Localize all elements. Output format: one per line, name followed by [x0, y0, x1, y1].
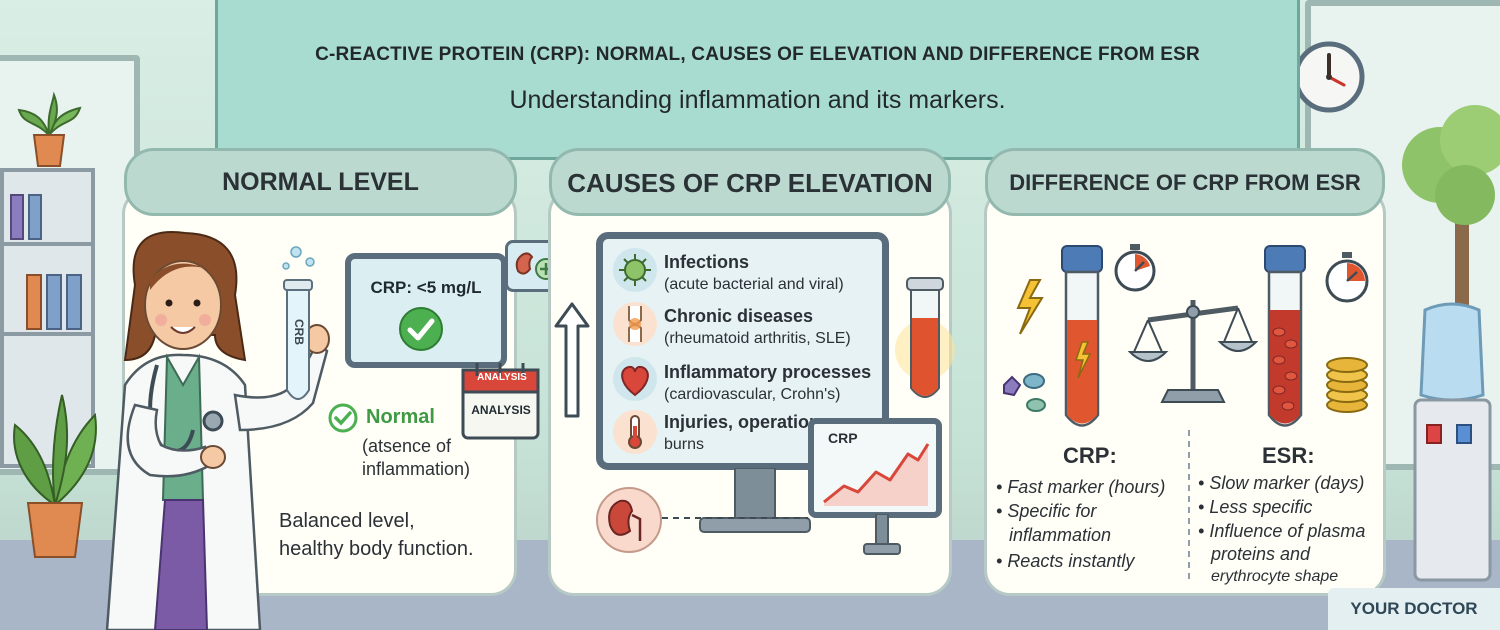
tube-label: CRB — [292, 319, 306, 345]
normal-status-detail-2: inflammation) — [362, 459, 471, 479]
esr-point-text: Slow marker (days) — [1209, 473, 1365, 493]
crp-trend-chart — [823, 443, 930, 506]
binder — [10, 194, 24, 240]
crp-point-1: • Fast marker (hours) — [996, 477, 1166, 497]
water-cooler-icon — [1413, 302, 1492, 582]
crp-point-2-cont: inflammation — [1009, 525, 1112, 545]
page-subtitle: Understanding inflammation and its marke… — [509, 86, 1006, 114]
binder — [66, 274, 82, 330]
dashed-connector — [662, 517, 808, 519]
esr-point-text: Influence of plasma — [1209, 521, 1366, 541]
header-board — [215, 0, 1300, 160]
cause-detail: (acute bacterial and viral) — [664, 276, 844, 293]
crp-point-text: Reacts instantly — [1007, 551, 1135, 571]
esr-point-text: Less specific — [1209, 497, 1313, 517]
calendar-icon — [461, 363, 540, 440]
tree-icon — [1402, 105, 1500, 315]
esr-point-3: • Influence of plasma — [1198, 521, 1366, 541]
test-tube-icon — [282, 246, 315, 400]
virus-icon — [613, 248, 657, 292]
normal-summary-2: healthy body function. — [279, 538, 474, 560]
esr-column-title: ESR: — [1262, 443, 1315, 468]
cause-title: Inflammatory processes — [664, 362, 872, 382]
arrow-up-icon — [554, 302, 590, 418]
potted-plant-icon — [17, 91, 82, 167]
normal-status-label: Normal — [366, 406, 435, 428]
crp-point-text: Specific for — [1007, 501, 1097, 521]
check-circle-icon — [399, 307, 443, 351]
page-title: C-REACTIVE PROTEIN (CRP): NORMAL, CAUSES… — [315, 44, 1200, 65]
binder — [26, 274, 42, 330]
cause-title: Injuries, operations — [664, 412, 831, 432]
esr-point-2: • Less specific — [1198, 497, 1313, 517]
panel-normal-heading: NORMAL LEVEL — [124, 148, 517, 216]
crp-point-text: Fast marker (hours) — [1007, 477, 1166, 497]
joint-icon — [613, 302, 657, 346]
esr-point-3-cont-1: proteins and — [1211, 544, 1311, 564]
kidney-circle-icon — [596, 487, 662, 553]
esr-point-3-cont-2: erythrocyte shape — [1211, 568, 1339, 585]
binder — [46, 274, 62, 330]
balance-scale-icon — [1128, 300, 1258, 403]
monitor-stand — [699, 468, 811, 533]
crp-point-2: • Specific for — [996, 501, 1097, 521]
crp-column-title: CRP: — [1063, 443, 1117, 468]
coins-icon — [1326, 357, 1368, 413]
blood-tube-icon — [895, 277, 955, 398]
molecules-icon — [1003, 373, 1046, 412]
cause-detail: (rheumatoid arthritis, SLE) — [664, 330, 851, 347]
binder — [28, 194, 42, 240]
chart-monitor-stand — [863, 514, 901, 555]
doctor-illustration — [105, 231, 330, 630]
brand-label: YOUR DOCTOR — [1328, 588, 1500, 630]
calendar-body-label: ANALYSIS — [471, 403, 531, 417]
panel-causes-heading: CAUSES OF CRP ELEVATION — [549, 148, 951, 216]
cause-detail: (cardiovascular, Crohn's) — [664, 386, 841, 403]
thermometer-icon — [613, 410, 657, 454]
large-plant-icon — [13, 394, 97, 558]
cause-detail: burns — [664, 436, 705, 453]
cause-title: Chronic diseases — [664, 306, 814, 326]
wall-clock-icon — [1293, 41, 1365, 113]
crp-point-3: • Reacts instantly — [996, 551, 1135, 571]
monitor-crp-value: CRP: <5 mg/L — [370, 278, 482, 297]
crp-chart-label: CRP — [828, 430, 858, 446]
panel-difference-heading: DIFFERENCE OF CRP FROM ESR — [985, 148, 1385, 216]
column-divider — [1188, 430, 1190, 580]
cause-title: Infections — [664, 252, 750, 272]
esr-stopwatch-icon — [1325, 252, 1369, 303]
normal-status-detail-1: (atsence of — [362, 436, 452, 456]
esr-point-1: • Slow marker (days) — [1198, 473, 1365, 493]
normal-check-icon — [328, 403, 358, 433]
bookshelf — [0, 168, 95, 468]
esr-tube-icon — [1264, 245, 1306, 427]
calendar-tab-label: ANALYSIS — [477, 372, 527, 383]
crp-tube-icon — [1016, 245, 1103, 427]
stopwatch-icon — [1114, 244, 1156, 292]
heart-icon — [613, 357, 657, 401]
normal-summary-1: Balanced level, — [279, 510, 415, 532]
